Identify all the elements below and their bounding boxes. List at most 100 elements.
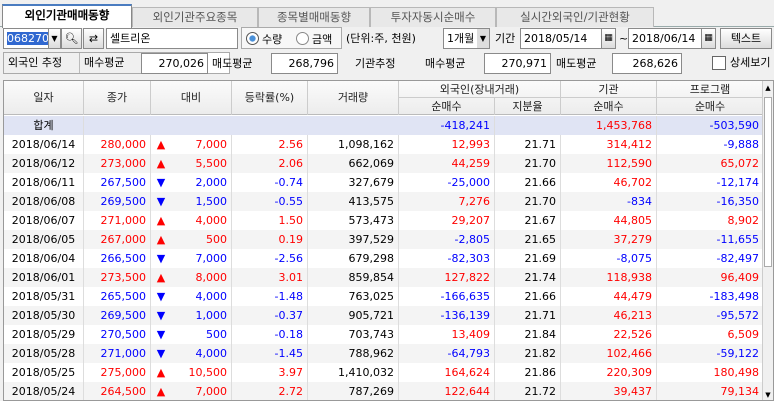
cell-close: 275,000 — [84, 363, 151, 382]
cell-close: 264,500 — [84, 382, 151, 400]
unit-label: (단위:주, 천원) — [346, 32, 416, 45]
cell-foreign-net: 12,993 — [399, 135, 495, 154]
table-row[interactable]: 2018/06/14 280,000 ▲ 7,000 2.56 1,098,162 12,9… — [4, 135, 764, 154]
tab-foreign-inst-trend[interactable]: 외인기관매매동향 — [2, 4, 132, 28]
table-row[interactable]: 2018/05/28 271,000 ▼ 4,000 -1.45 788,962 -64,7… — [4, 344, 764, 363]
table-row[interactable]: 2018/05/25 275,000 ▲ 10,500 3.97 1,410,032 164… — [4, 363, 764, 382]
cell-diff: 8,000 — [171, 268, 232, 287]
up-arrow-icon: ▲ — [156, 385, 166, 398]
foreign-sell-avg: 268,796 — [271, 53, 338, 74]
qty-amt-radio-group: 수량 금액 — [241, 27, 342, 49]
cell-rate: -0.18 — [232, 325, 308, 344]
cell-diff: 7,000 — [171, 382, 232, 400]
inst-sell-avg: 268,626 — [612, 53, 682, 74]
vertical-scrollbar[interactable]: ▲ ▼ — [762, 81, 773, 400]
cell-inst-net: 46,702 — [561, 173, 657, 192]
cell-volume: 573,473 — [308, 211, 399, 230]
cell-program-net: 180,498 — [657, 363, 764, 382]
cell-inst-net: 102,466 — [561, 344, 657, 363]
cell-foreign-share: 21.71 — [495, 135, 561, 154]
down-arrow-icon: ▼ — [156, 176, 166, 189]
cell-inst-net: 44,805 — [561, 211, 657, 230]
table-row[interactable]: 2018/06/04 266,500 ▼ 7,000 -2.56 679,298 -82,3… — [4, 249, 764, 268]
detail-checkbox[interactable] — [712, 56, 726, 70]
cell-date: 2018/05/28 — [4, 344, 84, 363]
cell-foreign-net: 29,207 — [399, 211, 495, 230]
tab-foreign-inst-major[interactable]: 외인기관주요종목 — [132, 7, 258, 27]
down-arrow-icon: ▼ — [156, 309, 166, 322]
cell-volume: 763,025 — [308, 287, 399, 306]
table-row[interactable]: 2018/05/31 265,500 ▼ 4,000 -1.48 763,025 -166,… — [4, 287, 764, 306]
radio-qty[interactable] — [246, 32, 259, 45]
cell-inst-net: 314,412 — [561, 135, 657, 154]
cell-diff: 4,000 — [171, 287, 232, 306]
tab-by-stock[interactable]: 종목별매매동향 — [258, 7, 370, 27]
cell-rate: -2.56 — [232, 249, 308, 268]
cell-foreign-share: 21.65 — [495, 230, 561, 249]
scroll-down-icon[interactable]: ▼ — [765, 391, 771, 399]
cell-foreign-share: 21.71 — [495, 306, 561, 325]
code-dropdown-icon[interactable]: ▼ — [48, 28, 61, 49]
cell-foreign-net: 122,644 — [399, 382, 495, 400]
cell-program-net: -9,888 — [657, 135, 764, 154]
cell-foreign-net: -166,635 — [399, 287, 495, 306]
sell-avg-label: 매도평균 — [212, 57, 253, 70]
period-select[interactable]: 1개월 ▼ — [443, 28, 490, 49]
table-row[interactable]: 2018/06/05 267,000 ▲ 500 0.19 397,529 -2,805 21… — [4, 230, 764, 249]
cell-foreign-share: 21.69 — [495, 249, 561, 268]
scroll-up-icon[interactable]: ▲ — [765, 84, 771, 92]
cell-rate: 2.72 — [232, 382, 308, 400]
cell-rate: -0.74 — [232, 173, 308, 192]
table-row[interactable]: 2018/06/08 269,500 ▼ 1,500 -0.55 413,575 7,276… — [4, 192, 764, 211]
cell-date: 2018/05/30 — [4, 306, 84, 325]
calendar-icon[interactable]: ▦ — [701, 28, 716, 49]
table-row[interactable]: 2018/05/29 270,500 ▼ 500 -0.18 703,743 13,409 2… — [4, 325, 764, 344]
cell-rate: -0.37 — [232, 306, 308, 325]
down-arrow-icon: ▼ — [156, 290, 166, 303]
table-row[interactable]: 2018/06/11 267,500 ▼ 2,000 -0.74 327,679 -25,0… — [4, 173, 764, 192]
cell-inst-net: 39,437 — [561, 382, 657, 400]
search-icon[interactable]: 🔍︎ — [61, 28, 82, 49]
tilde: ~ — [619, 32, 629, 45]
cell-diff: 7,000 — [171, 135, 232, 154]
cell-rate: -1.45 — [232, 344, 308, 363]
tab-investor-net[interactable]: 투자자동시순매수 — [370, 7, 496, 27]
cell-inst-net: 220,309 — [561, 363, 657, 382]
cell-rate: 1.50 — [232, 211, 308, 230]
stock-code-input[interactable]: 068270 — [3, 28, 61, 49]
tab-realtime[interactable]: 실시간외국인/기관현황 — [496, 7, 654, 27]
date-to-input[interactable]: 2018/06/14 — [628, 28, 716, 49]
col-date: 일자 — [4, 81, 84, 115]
down-arrow-icon: ▼ — [156, 328, 166, 341]
cell-diff: 4,000 — [171, 211, 232, 230]
date-from-input[interactable]: 2018/05/14 — [520, 28, 616, 49]
table-row[interactable]: 2018/05/24 264,500 ▲ 7,000 2.72 787,269 122,64… — [4, 382, 764, 400]
cell-foreign-share: 21.67 — [495, 211, 561, 230]
radio-amt[interactable] — [296, 32, 309, 45]
cell-close: 273,000 — [84, 154, 151, 173]
tab-bar: 외인기관매매동향 외인기관주요종목 종목별매매동향 투자자동시순매수 실시간외국… — [0, 4, 774, 28]
cell-diff: 1,000 — [171, 306, 232, 325]
cell-date: 2018/06/04 — [4, 249, 84, 268]
cell-foreign-share: 21.70 — [495, 154, 561, 173]
cell-foreign-net: -2,805 — [399, 230, 495, 249]
swap-icon[interactable]: ⇄ — [83, 28, 104, 49]
cell-close: 265,500 — [84, 287, 151, 306]
calendar-icon[interactable]: ▦ — [601, 28, 616, 49]
text-button[interactable]: 텍스트 — [720, 28, 772, 49]
col-program-net: 순매수 — [657, 98, 764, 115]
table-row[interactable]: 2018/06/12 273,000 ▲ 5,500 2.06 662,069 44,259… — [4, 154, 764, 173]
table-row[interactable]: 2018/05/30 269,500 ▼ 1,000 -0.37 905,721 -136,… — [4, 306, 764, 325]
table-row[interactable]: 2018/06/01 273,500 ▲ 8,000 3.01 859,854 127,82… — [4, 268, 764, 287]
scroll-thumb[interactable] — [764, 97, 772, 267]
cell-program-net: -12,174 — [657, 173, 764, 192]
table-row[interactable]: 2018/06/07 271,000 ▲ 4,000 1.50 573,473 29,207… — [4, 211, 764, 230]
cell-inst-net: 22,526 — [561, 325, 657, 344]
down-arrow-icon: ▼ — [156, 252, 166, 265]
inst-buy-avg: 270,971 — [484, 53, 551, 74]
up-arrow-icon: ▲ — [156, 214, 166, 227]
buy-avg-label: 매수평균 — [80, 53, 146, 73]
cell-close: 271,000 — [84, 211, 151, 230]
cell-foreign-net: 44,259 — [399, 154, 495, 173]
cell-program-net: 65,072 — [657, 154, 764, 173]
